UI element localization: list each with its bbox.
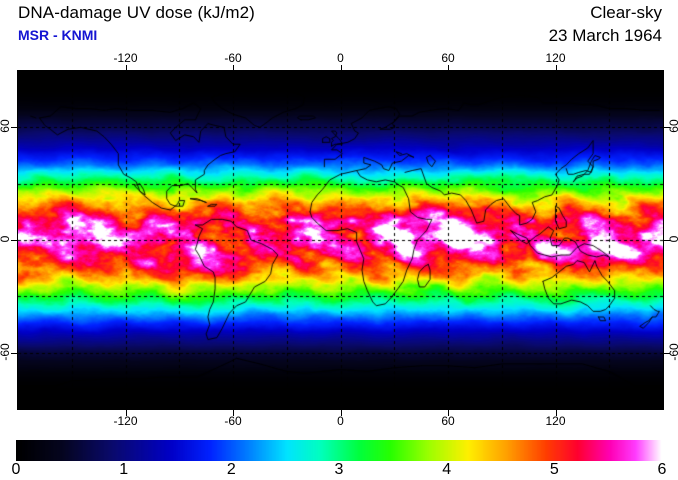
xtick-bottom — [555, 410, 557, 416]
ytick-left — [11, 240, 17, 241]
colorbar-tick-label: 5 — [549, 461, 559, 478]
chart-header: DNA-damage UV dose (kJ/m2) MSR - KNMI Cl… — [0, 0, 678, 52]
ytick-right — [664, 240, 670, 241]
ytick-right — [664, 352, 670, 354]
colorbar — [16, 440, 662, 461]
colorbar-tick-label: 6 — [657, 461, 667, 478]
colorbar-tick-label: 3 — [334, 461, 344, 478]
colorbar-tick-label: 0 — [11, 461, 21, 478]
date-label: 23 March 1964 — [548, 26, 662, 45]
xtick-top — [233, 65, 234, 71]
xaxis-label-top: 120 — [545, 51, 566, 65]
source-label: MSR - KNMI — [18, 27, 98, 43]
xtick-bottom — [448, 410, 449, 416]
xaxis-label-bottom: -120 — [113, 414, 138, 428]
xaxis-label-bottom: 0 — [337, 414, 344, 428]
xtick-top — [340, 65, 342, 71]
xaxis-label-top: -120 — [113, 51, 138, 65]
ytick-right — [664, 127, 670, 129]
xtick-top — [125, 65, 127, 71]
yaxis-label-right: -60 — [667, 342, 678, 361]
colorbar-tick-label: 2 — [226, 461, 236, 478]
xaxis-label-top: -60 — [224, 51, 242, 65]
xaxis-label-bottom: -60 — [224, 414, 242, 428]
xtick-bottom — [340, 410, 342, 416]
yaxis-label-left: -60 — [0, 342, 12, 361]
xaxis-label-bottom: 60 — [441, 414, 455, 428]
colorbar-gradient — [16, 440, 662, 461]
uv-dose-heatmap — [18, 71, 663, 409]
yaxis-label-right: 60 — [667, 119, 678, 134]
ytick-left — [11, 127, 17, 129]
xtick-top — [448, 65, 449, 71]
map-plot-area — [18, 71, 663, 409]
xaxis-label-top: 0 — [337, 51, 344, 65]
xaxis-label-top: 60 — [441, 51, 455, 65]
yaxis-label-left: 0 — [0, 222, 12, 256]
uv-dose-canvas — [18, 71, 663, 409]
xtick-bottom — [125, 410, 127, 416]
colorbar-tick-label: 1 — [119, 461, 129, 478]
page-title: DNA-damage UV dose (kJ/m2) — [18, 3, 255, 22]
colorbar-tick-label: 4 — [442, 461, 452, 478]
xtick-top — [555, 65, 557, 71]
ytick-left — [11, 352, 17, 354]
yaxis-label-right: 0 — [667, 222, 678, 256]
xaxis-label-bottom: 120 — [545, 414, 566, 428]
yaxis-label-left: 60 — [0, 119, 12, 134]
condition-label: Clear-sky — [590, 3, 662, 22]
xtick-bottom — [233, 410, 234, 416]
